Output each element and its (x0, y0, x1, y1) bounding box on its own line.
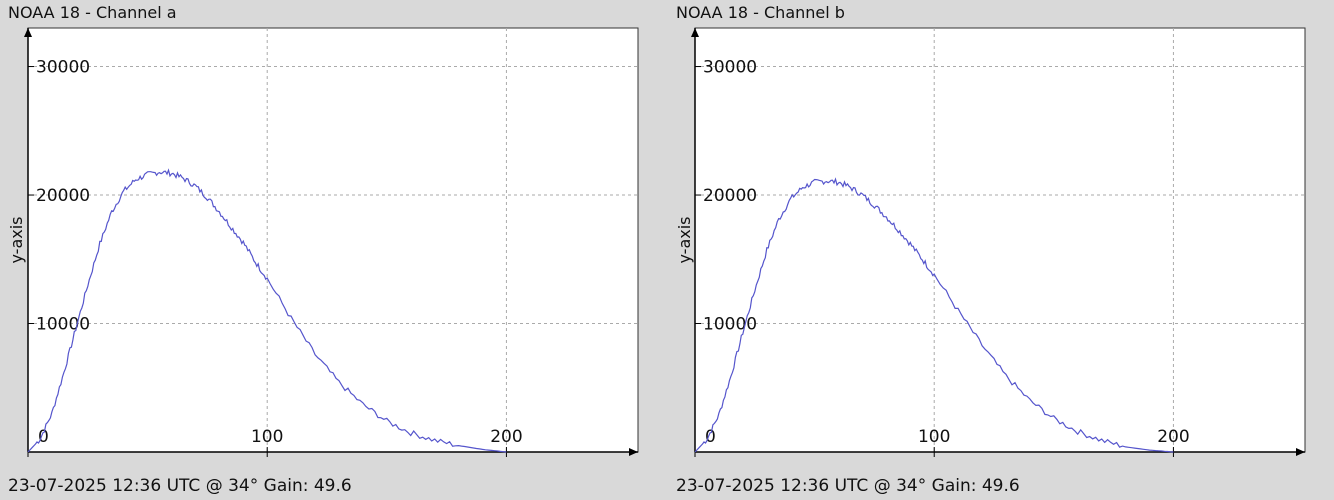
y-tick-label: 10000 (36, 315, 90, 335)
chart-panel-a: NOAA 18 - Channel a 10000 20000 30000 0 100 2… (0, 0, 660, 500)
chart-title: NOAA 18 - Channel a (8, 3, 177, 22)
data-series-line (27, 168, 507, 453)
y-axis-label: y-axis (675, 216, 694, 263)
y-axis-label: y-axis (7, 216, 26, 263)
plot-area (694, 27, 1306, 453)
y-axis-arrow (691, 28, 699, 37)
x-axis-arrow (629, 448, 638, 456)
chart-title: NOAA 18 - Channel b (676, 3, 845, 22)
y-tick-label: 20000 (703, 186, 757, 206)
x-tick-label: 100 (918, 427, 950, 447)
chart-footer: 23-07-2025 12:36 UTC @ 34° Gain: 49.6 (8, 476, 352, 496)
x-tick-label: 200 (490, 427, 522, 447)
x-tick-label: 200 (1157, 427, 1189, 447)
x-tick-label: 0 (705, 427, 716, 447)
x-tick-label: 0 (38, 427, 49, 447)
y-tick-label: 30000 (36, 58, 90, 78)
x-axis-arrow (1296, 448, 1305, 456)
chart-svg: 10000 20000 30000 0 100 200 y-axis (7, 27, 639, 457)
y-tick-label: 20000 (36, 186, 90, 206)
plot-area (27, 27, 639, 453)
chart-footer: 23-07-2025 12:36 UTC @ 34° Gain: 49.6 (676, 476, 1020, 496)
chart-svg: 10000 20000 30000 0 100 200 y-axis (675, 27, 1306, 457)
y-tick-label: 10000 (703, 315, 757, 335)
x-tick-label: 100 (251, 427, 283, 447)
data-series-line (694, 177, 1174, 453)
chart-panel-b: NOAA 18 - Channel b 10000 20000 30000 0 100 2… (668, 0, 1328, 500)
y-tick-label: 30000 (703, 58, 757, 78)
y-axis-arrow (24, 28, 32, 37)
